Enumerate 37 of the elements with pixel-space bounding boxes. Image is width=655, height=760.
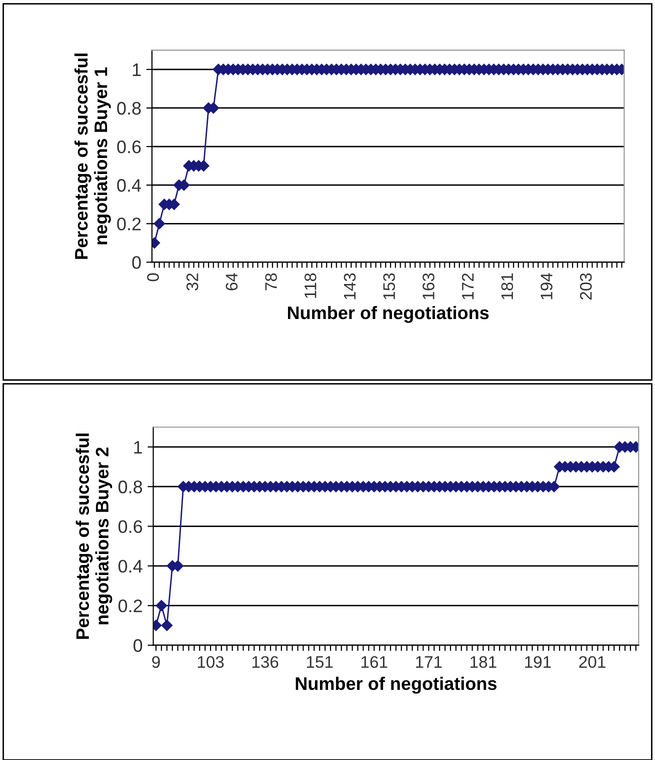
x-tick-label: 163 xyxy=(422,273,434,300)
y-tick-label: 0.8 xyxy=(117,102,141,115)
x-tick-label: 143 xyxy=(344,273,356,300)
y-tick-label: 0.6 xyxy=(118,520,142,533)
x-tick-label: 203 xyxy=(580,273,592,300)
x-tick-label: 172 xyxy=(462,273,474,300)
x-tick-label: 151 xyxy=(306,656,333,668)
y-tick-label: 0.2 xyxy=(117,218,141,230)
x-axis-title: Number of negotiations xyxy=(296,676,497,694)
x-tick-label: 78 xyxy=(265,273,277,290)
x-tick-label: 201 xyxy=(579,656,606,668)
y-tick-label: 0.8 xyxy=(118,480,142,494)
x-tick-label: 194 xyxy=(540,273,552,300)
x-tick-label: 171 xyxy=(416,656,442,668)
y-tick-label: 1 xyxy=(134,441,142,454)
x-tick-label: 0 xyxy=(147,273,159,282)
y-tick-label: 0.2 xyxy=(118,600,142,612)
x-tick-label: 136 xyxy=(252,656,278,668)
x-tick-label: 9 xyxy=(152,656,160,668)
x-tick-label: 181 xyxy=(470,656,496,668)
y-tick-label: 0.4 xyxy=(118,560,142,573)
y-tick-label: 0 xyxy=(132,256,141,269)
x-tick-label: 64 xyxy=(226,273,238,290)
y-tick-label: 1 xyxy=(132,64,141,76)
x-tick-label: 103 xyxy=(198,656,224,668)
x-tick-label: 153 xyxy=(383,273,396,300)
y-tick-label: 0.4 xyxy=(117,179,142,192)
x-tick-label: 118 xyxy=(304,273,316,298)
x-tick-label: 181 xyxy=(501,273,514,300)
x-tick-label: 161 xyxy=(362,656,388,668)
x-tick-label: 191 xyxy=(525,656,551,668)
y-tick-label: 0.6 xyxy=(117,140,141,154)
y-tick-label: 0 xyxy=(134,639,142,652)
x-axis-title: Number of negotiations xyxy=(288,306,489,323)
y-axis-title: Percentage of succesful negotiations Buyer 1 xyxy=(74,54,111,259)
y-axis-title: Percentage of succesful negotiations Buyer 2 xyxy=(76,434,112,639)
x-tick-label: 32 xyxy=(186,273,198,291)
